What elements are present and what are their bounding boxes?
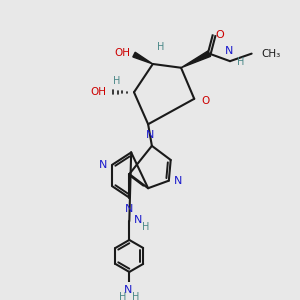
Text: H: H: [119, 292, 126, 300]
Text: H: H: [113, 76, 121, 86]
Text: N: N: [124, 285, 133, 295]
Polygon shape: [133, 52, 153, 64]
Text: H: H: [132, 292, 140, 300]
Text: H: H: [142, 222, 149, 232]
Text: H: H: [237, 57, 244, 67]
Text: N: N: [225, 46, 233, 56]
Text: OH: OH: [114, 48, 130, 58]
Text: O: O: [216, 30, 225, 40]
Text: N: N: [125, 204, 134, 214]
Polygon shape: [181, 51, 211, 68]
Text: O: O: [202, 96, 210, 106]
Text: CH₃: CH₃: [261, 49, 280, 58]
Text: N: N: [134, 215, 142, 225]
Text: H: H: [157, 42, 164, 52]
Text: OH: OH: [91, 87, 107, 97]
Text: N: N: [146, 130, 154, 140]
Text: N: N: [173, 176, 182, 186]
Text: N: N: [99, 160, 108, 170]
